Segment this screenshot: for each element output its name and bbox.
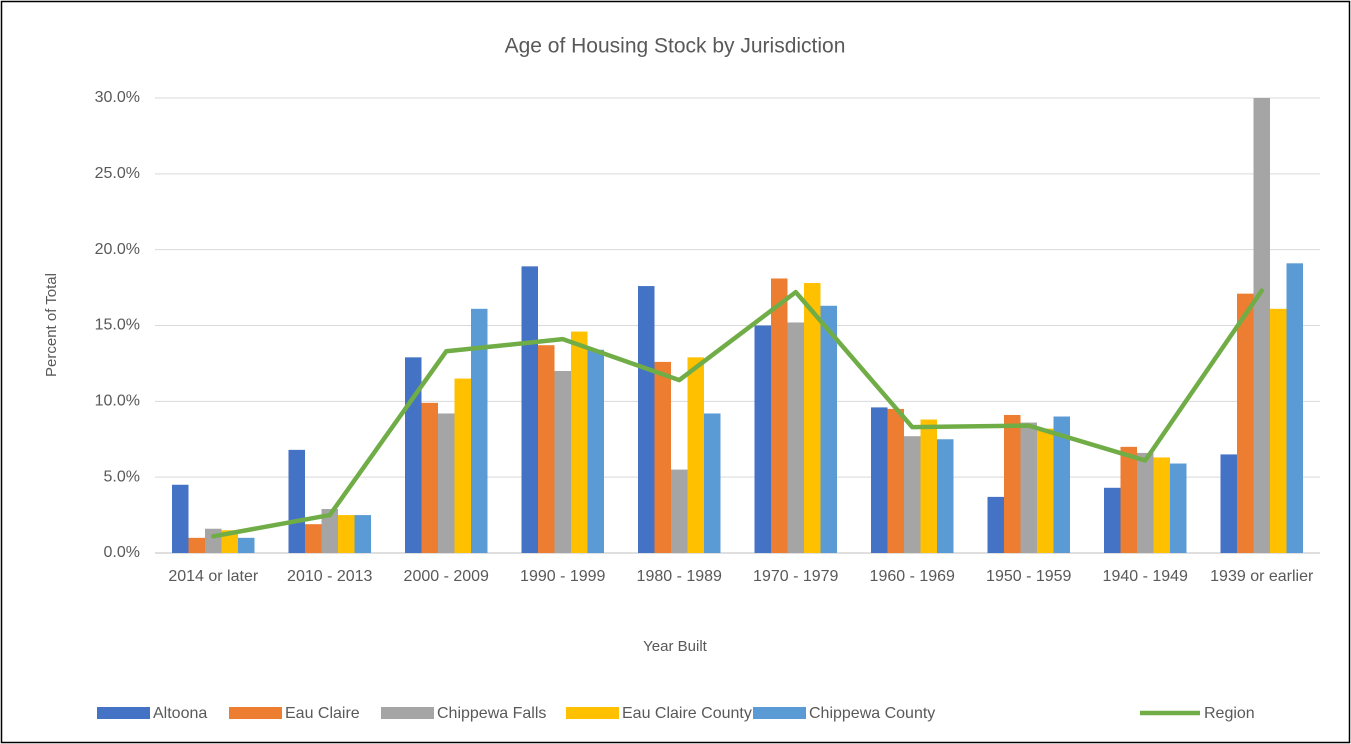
bar — [554, 371, 571, 553]
x-tick-label: 1980 - 1989 — [636, 568, 722, 585]
y-tick-label: 10.0% — [95, 393, 140, 410]
legend-label: Chippewa County — [809, 705, 935, 722]
bar — [1120, 446, 1137, 553]
bar — [571, 331, 588, 553]
bar — [937, 439, 954, 553]
legend-label: Eau Claire County — [622, 705, 752, 722]
bar — [1270, 308, 1287, 553]
bar — [654, 361, 671, 553]
bar — [238, 537, 255, 553]
legend-swatch — [229, 707, 282, 719]
x-axis-title: Year Built — [643, 638, 707, 655]
line — [211, 288, 1264, 539]
bar — [804, 283, 821, 553]
y-tick-label: 15.0% — [95, 317, 140, 334]
bar — [1220, 454, 1237, 553]
y-tick-label: 20.0% — [95, 241, 140, 258]
bar — [887, 408, 904, 553]
bar — [754, 325, 771, 553]
bar — [920, 419, 937, 553]
bar — [1037, 428, 1054, 553]
legend-swatch — [381, 707, 434, 719]
bar — [538, 345, 555, 553]
y-axis-title: Percent of Total — [43, 273, 60, 377]
legend-swatch — [753, 707, 806, 719]
bar — [820, 305, 837, 553]
x-tick-label: 1990 - 1999 — [520, 568, 606, 585]
bar — [321, 509, 338, 553]
bar — [904, 436, 921, 553]
legend-label: Region — [1204, 705, 1255, 722]
x-tick-label: 1970 - 1979 — [753, 568, 839, 585]
bar — [1153, 457, 1170, 553]
bar — [787, 322, 804, 553]
bar — [438, 413, 455, 553]
bar — [771, 278, 788, 553]
y-tick-label: 0.0% — [104, 544, 140, 561]
bar — [1137, 452, 1154, 553]
bar — [188, 537, 205, 553]
bar — [1004, 414, 1021, 553]
bar — [471, 308, 488, 553]
bar — [288, 449, 305, 553]
y-tick-label: 25.0% — [95, 165, 140, 182]
x-tick-label: 1939 or earlier — [1210, 568, 1314, 585]
bar — [205, 528, 222, 553]
bar — [671, 469, 688, 553]
bar — [638, 286, 655, 553]
x-tick-label: 2014 or later — [168, 568, 259, 585]
bar — [704, 413, 721, 553]
x-tick-label: 1960 - 1969 — [869, 568, 955, 585]
bar — [587, 349, 604, 553]
bar — [1237, 293, 1254, 553]
bar — [454, 378, 471, 553]
y-tick-label: 5.0% — [104, 468, 140, 485]
bar — [421, 402, 438, 553]
bar — [1253, 98, 1270, 553]
legend-label: Altoona — [153, 705, 207, 722]
x-tick-label: 2010 - 2013 — [287, 568, 373, 585]
bar — [987, 496, 1004, 553]
legend-swatch — [97, 707, 150, 719]
x-tick-label: 1940 - 1949 — [1102, 568, 1188, 585]
x-tick-label: 2000 - 2009 — [403, 568, 489, 585]
legend-label: Chippewa Falls — [437, 705, 546, 722]
bar — [687, 357, 704, 553]
x-tick-label: 1950 - 1959 — [986, 568, 1072, 585]
bar — [521, 266, 538, 553]
bar — [1104, 487, 1121, 553]
bar — [1286, 263, 1303, 553]
chart-title: Age of Housing Stock by Jurisdiction — [505, 35, 846, 58]
bar — [1053, 416, 1070, 553]
y-tick-label: 30.0% — [95, 89, 140, 106]
bar — [871, 407, 888, 553]
bar — [305, 524, 322, 553]
legend-label: Eau Claire — [285, 705, 360, 722]
bar — [172, 484, 189, 553]
bar — [338, 515, 355, 553]
legend-swatch — [566, 707, 619, 719]
bar — [354, 515, 371, 553]
bar — [1020, 422, 1037, 553]
bar — [1170, 463, 1187, 553]
